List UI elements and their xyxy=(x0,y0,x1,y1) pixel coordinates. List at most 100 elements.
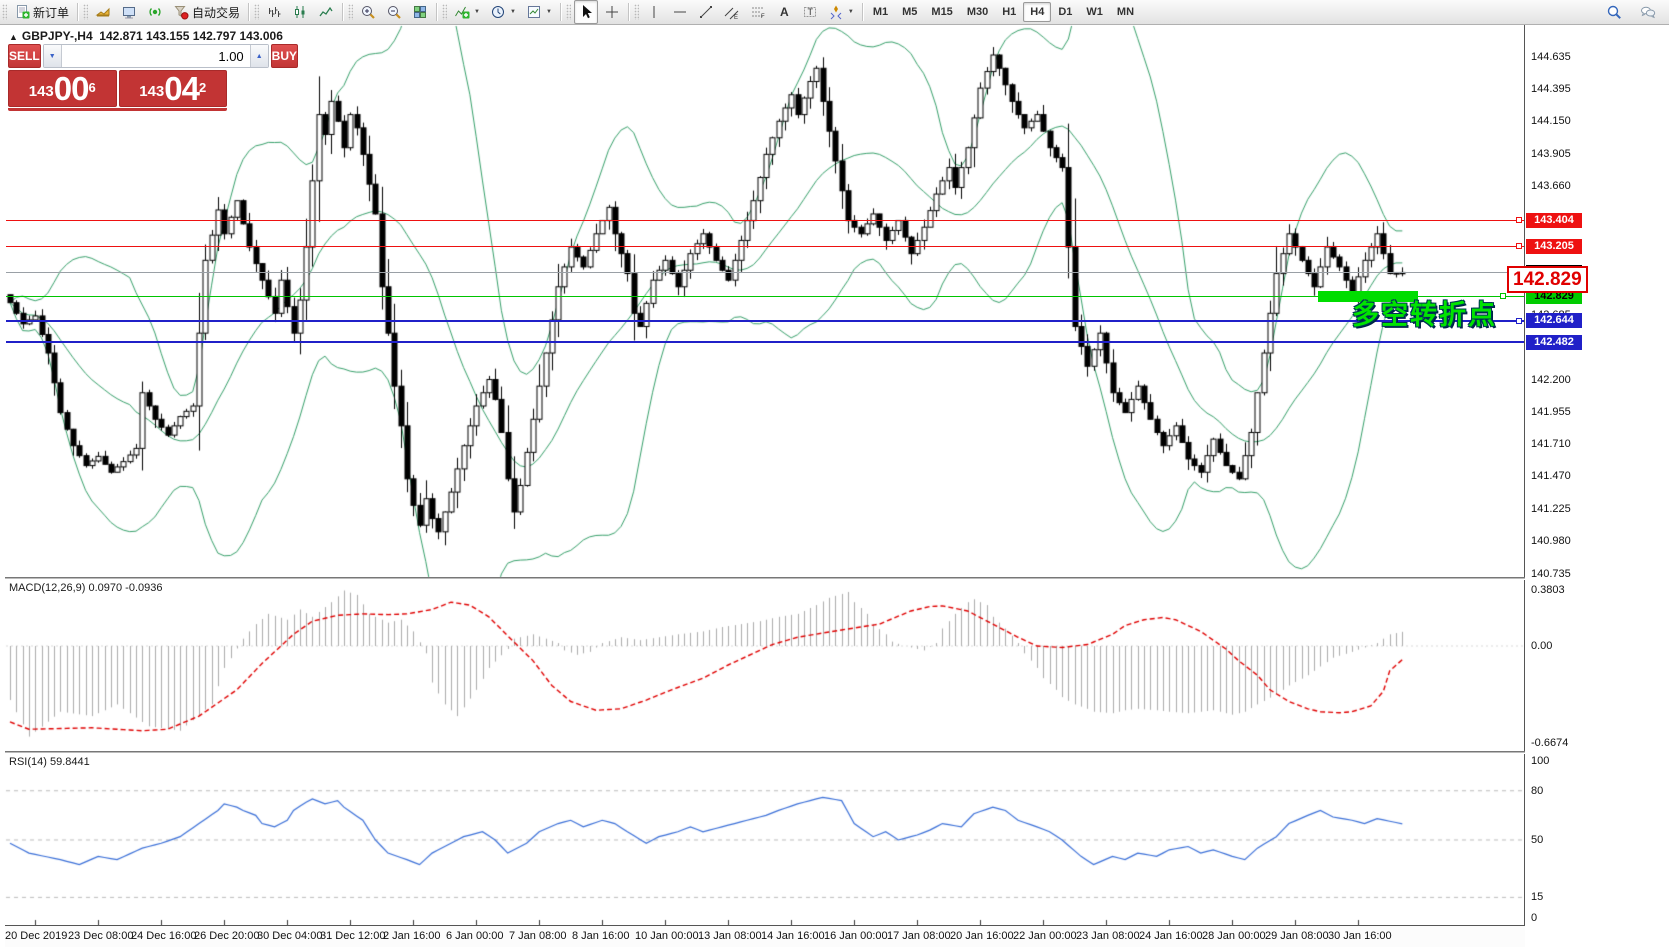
timeframe-m1-button[interactable]: M1 xyxy=(872,6,889,18)
toolbar-separator xyxy=(248,3,250,21)
trendline-button[interactable] xyxy=(694,0,718,24)
timeframe-h4-button[interactable]: H4 xyxy=(1023,2,1052,22)
rsi-scale-label: 50 xyxy=(1531,833,1544,846)
line-selection-handle[interactable] xyxy=(1500,293,1506,300)
chart-menu-arrow[interactable]: ▲ xyxy=(9,32,18,42)
time-tick-label: 14 Jan 16:00 xyxy=(761,930,825,942)
time-axis xyxy=(5,925,1525,947)
rsi-scale-label: 15 xyxy=(1531,891,1544,904)
time-tick-label: 13 Jan 08:00 xyxy=(698,930,762,942)
vertical-line-button[interactable] xyxy=(642,0,666,24)
channel-icon: E xyxy=(724,4,740,20)
volume-increase-button[interactable]: ▲ xyxy=(250,45,268,67)
horizontal-line-143.205[interactable] xyxy=(6,245,1524,247)
price-callout-label[interactable]: 142.829 xyxy=(1507,266,1588,293)
crosshair-button[interactable] xyxy=(600,0,624,24)
sell-price[interactable]: 143 00 6 xyxy=(8,70,117,107)
timeframe-m15-button[interactable]: M15 xyxy=(931,6,953,18)
zoom-in-button[interactable] xyxy=(356,0,380,24)
market-watch-button[interactable] xyxy=(91,0,115,24)
timeframe-w1-button[interactable]: W1 xyxy=(1086,6,1103,18)
sell-price-small: 143 xyxy=(28,83,54,100)
search-button[interactable] xyxy=(1602,0,1626,24)
timeframe-d1-button[interactable]: D1 xyxy=(1058,6,1073,18)
timeframe-h1-button[interactable]: H1 xyxy=(1002,6,1017,18)
zoom-in-icon xyxy=(360,4,376,20)
buy-price[interactable]: 143 04 2 xyxy=(118,70,227,107)
fibo-icon: F xyxy=(750,4,766,20)
macd-panel-separator[interactable] xyxy=(5,577,1525,580)
signal-button[interactable] xyxy=(143,0,167,24)
bar-chart-icon xyxy=(266,4,282,20)
svg-text:E: E xyxy=(734,15,738,20)
one-click-panel-strip xyxy=(8,108,227,111)
ohlc-high: 143.155 xyxy=(146,29,190,43)
price-tick-label: 142.200 xyxy=(1531,373,1571,386)
symbol-title: GBPJPY-,H4 xyxy=(21,29,93,43)
time-tick-label: 23 Jan 08:00 xyxy=(1076,930,1140,942)
signal-icon xyxy=(147,4,163,20)
horizontal-line-142.482[interactable] xyxy=(6,341,1524,344)
sell-button[interactable]: SELL xyxy=(8,44,41,68)
toolbar-grip xyxy=(83,4,89,20)
navigator-button[interactable] xyxy=(117,0,141,24)
time-tick-label: 29 Jan 08:00 xyxy=(1265,930,1329,942)
horizontal-line-142.644[interactable] xyxy=(6,319,1524,322)
svg-text:F: F xyxy=(761,14,765,20)
search-icon xyxy=(1606,4,1622,20)
autotrading-button-label: 自动交易 xyxy=(192,5,241,20)
rsi-scale-label: 100 xyxy=(1531,755,1550,767)
new-order-button[interactable]: 新订单 xyxy=(10,0,73,24)
timeframe-m5-button[interactable]: M5 xyxy=(902,6,918,18)
horizontal-line-button[interactable] xyxy=(668,0,692,24)
candlestick-chart-button[interactable] xyxy=(288,0,312,24)
text-button[interactable]: A xyxy=(772,0,796,24)
chat-icon xyxy=(1640,4,1656,20)
timeframe-mn-button[interactable]: MN xyxy=(1116,6,1135,18)
bid-line xyxy=(6,272,1524,274)
bull-bear-turning-point-annotation[interactable]: 多空转折点 xyxy=(1352,300,1497,330)
crosshair-icon xyxy=(604,4,620,20)
indicators-button[interactable]: ▼ xyxy=(450,0,484,24)
cursor-button[interactable] xyxy=(573,0,598,24)
line-selection-handle[interactable] xyxy=(1516,243,1522,250)
autotrading-button[interactable]: 自动交易 xyxy=(169,0,244,24)
chat-button[interactable] xyxy=(1636,0,1660,24)
equidistant-channel-button[interactable]: E xyxy=(720,0,744,24)
text-label-button[interactable]: T xyxy=(798,0,822,24)
toolbar-grip xyxy=(565,4,571,20)
volume-input[interactable] xyxy=(60,45,251,67)
templates-button[interactable]: ▼ xyxy=(522,0,556,24)
thick-trend-segment[interactable] xyxy=(1318,290,1418,302)
rsi-scale-label: 0 xyxy=(1531,912,1538,924)
periods-button[interactable]: ▼ xyxy=(486,0,520,24)
volume-decrease-button[interactable]: ▼ xyxy=(43,45,61,67)
dropdown-arrow-icon: ▼ xyxy=(847,9,854,15)
shapes-icon xyxy=(828,4,844,20)
zoom-out-button[interactable] xyxy=(382,0,406,24)
toolbar-grip xyxy=(348,4,354,20)
time-tick-label: 22 Jan 00:00 xyxy=(1013,930,1077,942)
line-selection-handle[interactable] xyxy=(1516,217,1522,224)
horizontal-line-142.829[interactable] xyxy=(6,295,1524,297)
vline-icon xyxy=(646,4,662,20)
templates-icon xyxy=(526,4,542,20)
time-tick-label: 24 Dec 16:00 xyxy=(131,930,197,942)
time-tick-label: 2 Jan 16:00 xyxy=(383,930,441,942)
toolbar-separator xyxy=(436,3,438,21)
bar-chart-button[interactable] xyxy=(262,0,286,24)
time-tick-label: 7 Jan 08:00 xyxy=(509,930,567,942)
toolbar-grip xyxy=(254,4,260,20)
price-tick-label: 141.710 xyxy=(1531,438,1571,451)
horizontal-line-143.404[interactable] xyxy=(6,219,1524,221)
rsi-panel-separator[interactable] xyxy=(5,751,1525,754)
line-chart-button[interactable] xyxy=(314,0,338,24)
timeframe-m30-button[interactable]: M30 xyxy=(966,6,989,18)
buy-price-small: 143 xyxy=(139,83,165,100)
buy-button[interactable]: BUY xyxy=(270,44,299,68)
arrows-button[interactable]: ▼ xyxy=(824,0,858,24)
fibonacci-button[interactable]: F xyxy=(746,0,770,24)
tile-windows-button[interactable] xyxy=(408,0,432,24)
line-selection-handle[interactable] xyxy=(1516,317,1522,324)
